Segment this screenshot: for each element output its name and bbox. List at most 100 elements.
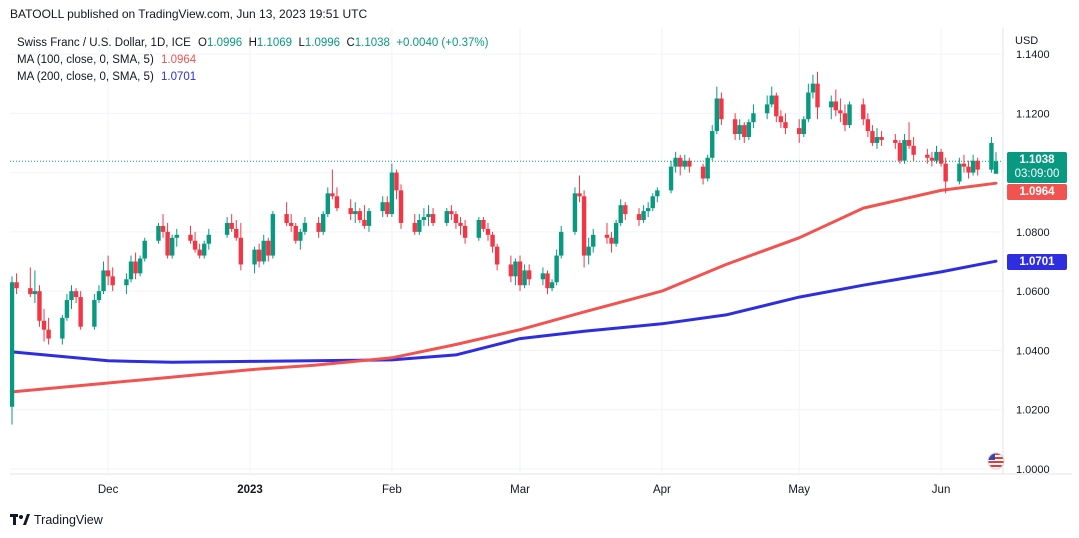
candle-body — [970, 160, 976, 173]
candle-body — [517, 261, 523, 286]
last-price-label: 1.1038 — [1019, 154, 1055, 166]
footer: TradingView — [10, 513, 103, 527]
candle-body — [156, 225, 161, 241]
candle-body — [37, 291, 42, 321]
candle-body — [591, 234, 596, 247]
open-value: 1.0996 — [206, 37, 243, 49]
candle-body — [10, 282, 15, 407]
candle-body — [609, 237, 614, 244]
candle-body — [366, 211, 372, 226]
candle-body — [476, 220, 482, 238]
candle-body — [554, 255, 559, 283]
chart-area[interactable]: 1.00001.02001.04001.06001.08001.10001.12… — [10, 28, 1072, 498]
candle-body — [774, 95, 779, 117]
candle-body — [124, 279, 129, 286]
candle-body — [879, 137, 884, 140]
candle-body — [943, 163, 948, 182]
plot-background — [10, 28, 1003, 474]
candle-body — [549, 282, 555, 289]
candle-body — [604, 234, 610, 238]
candle-body — [678, 157, 683, 167]
candle-body — [462, 225, 468, 238]
candle-body — [302, 222, 308, 232]
candle-body — [508, 264, 514, 277]
candle-body — [778, 116, 784, 123]
tradingview-logo-icon — [10, 514, 30, 525]
candle-body — [417, 220, 422, 232]
legend-symbol-row[interactable]: Swiss Franc / U.S. Dollar, 1D, ICE O1.09… — [17, 37, 489, 49]
candle-body — [847, 104, 852, 126]
candle-body — [385, 202, 390, 215]
candle-body — [746, 122, 752, 137]
candle-body — [902, 139, 907, 161]
us-flag-icon[interactable] — [987, 452, 1005, 470]
time-tick-label: Apr — [653, 484, 671, 496]
candle-body — [160, 225, 166, 232]
candle-body — [925, 154, 930, 158]
brand-label: TradingView — [34, 513, 103, 527]
candle-body — [234, 228, 239, 238]
ma200-line — [10, 259, 998, 364]
countdown-label: 03:09:00 — [1014, 168, 1060, 180]
candle-body — [797, 128, 802, 135]
candle-body — [389, 172, 395, 215]
candle-body — [92, 300, 97, 327]
candle-body — [380, 202, 385, 212]
candle-body — [934, 151, 939, 161]
candle-body — [485, 228, 491, 235]
ma200-label: MA (200, close, 0, SMA, 5) — [17, 71, 154, 83]
ma200-price-box: 1.0701 — [1007, 254, 1067, 270]
candle-body — [687, 160, 692, 167]
candle-body — [957, 163, 962, 182]
candle-body — [577, 193, 582, 197]
candle-body — [989, 142, 994, 170]
candle-body — [870, 131, 875, 143]
candle-body — [540, 273, 546, 280]
price-tick-label: 1.0800 — [1016, 227, 1050, 239]
candle-body — [911, 145, 916, 155]
candle-body — [682, 160, 687, 167]
candle-body — [783, 122, 788, 129]
candle-body — [192, 240, 198, 250]
time-tick-label: Feb — [382, 484, 402, 496]
candle-body — [137, 258, 143, 274]
legend-ma200-row[interactable]: MA (200, close, 0, SMA, 5) 1.0701 — [17, 69, 488, 86]
candle-body — [224, 222, 230, 235]
candle-body — [293, 225, 298, 241]
candle-body — [719, 98, 724, 120]
candle-body — [101, 270, 106, 292]
candle-body — [938, 151, 944, 164]
candle-body — [838, 110, 843, 114]
candle-body — [801, 119, 806, 135]
candle-body — [78, 297, 83, 327]
candle-body — [636, 214, 642, 220]
candle-body — [330, 193, 335, 197]
candle-body — [737, 125, 742, 135]
candle-body — [897, 142, 903, 161]
candle-body — [522, 270, 527, 286]
candle-body — [321, 214, 326, 232]
candle-body — [490, 234, 495, 247]
candle-body — [444, 211, 449, 223]
candle-body — [961, 163, 967, 167]
candle-body — [764, 104, 770, 114]
ma200-value: 1.0701 — [160, 71, 197, 83]
price-tick-label: 1.1400 — [1016, 49, 1050, 61]
candle-body — [650, 196, 655, 209]
candle-body — [394, 172, 399, 191]
candle-body — [581, 196, 587, 256]
candle-body — [861, 104, 866, 120]
candle-body — [32, 291, 38, 295]
candle-body — [316, 222, 321, 232]
legend-ma100-row[interactable]: MA (100, close, 0, SMA, 5) 1.0964 — [17, 52, 488, 69]
low-value: 1.0996 — [304, 37, 341, 49]
candle-body — [829, 101, 834, 108]
price-tick-label: 1.0600 — [1016, 286, 1050, 298]
candle-body — [142, 240, 147, 259]
publisher-line: BATOOLL published on TradingView.com, Ju… — [10, 7, 368, 21]
candle-body — [430, 214, 436, 223]
legend: Swiss Franc / U.S. Dollar, 1D, ICE O1.09… — [17, 35, 488, 86]
price-tick-label: 1.0200 — [1016, 405, 1050, 417]
candle-body — [710, 131, 715, 158]
candle-body — [586, 246, 591, 256]
